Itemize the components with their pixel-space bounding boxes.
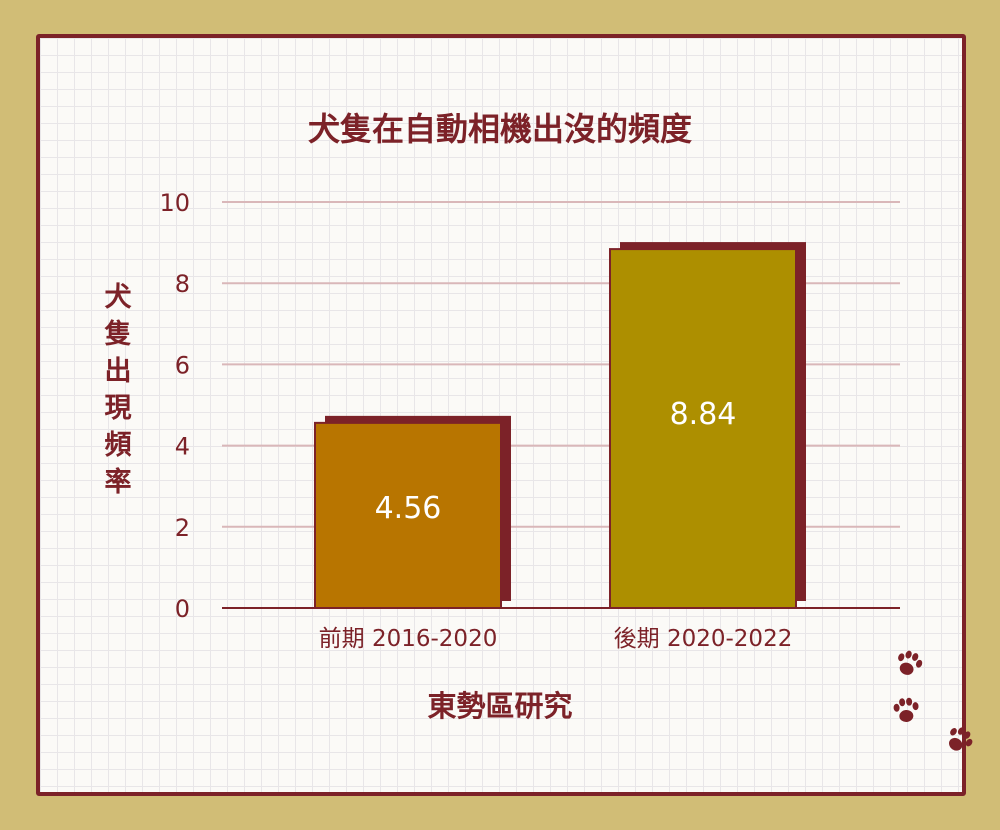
paw-decorations [893,650,973,751]
paw-toe [898,653,905,662]
paw-toe [963,731,971,739]
bars: 4.56 8.84 [314,242,806,610]
paw-pad [899,662,914,675]
paw-print-icon [949,727,973,751]
y-tick-label: 2 [175,514,190,542]
paw-pad [899,709,914,722]
x-axis-label: 東勢區研究 [427,689,572,723]
chart-title: 犬隻在自動相機出沒的頻度 [308,110,692,148]
paw-toe [915,659,923,668]
paw-pad [949,737,963,751]
bar [314,421,502,610]
bar-value-label: 8.84 [670,397,737,432]
bar [609,248,797,609]
y-axis-label-char: 率 [105,466,132,498]
y-axis-label-char: 出 [105,356,132,387]
chart-card [36,34,966,796]
y-tick-label: 4 [175,433,190,461]
paw-toe [950,728,957,736]
bar-value-label: 4.56 [375,491,442,526]
x-axis-ticks: 前期 2016-2020 後期 2020-2022 [319,626,793,652]
paw-toe [965,738,973,747]
x-tick-label: 前期 2016-2020 [319,626,498,652]
y-tick-label: 10 [159,189,190,217]
paw-toe [912,653,919,661]
paw-print-icon [893,697,919,722]
y-axis-label-char: 隻 [104,318,132,350]
y-tick-label: 8 [175,270,190,298]
x-tick-label: 後期 2020-2022 [614,626,793,652]
paw-toe [905,650,912,659]
paw-toe [899,698,906,707]
paw-toe [957,727,965,735]
y-axis-label-char: 頻 [105,430,132,461]
y-tick-label: 0 [175,595,190,623]
y-axis-label: 犬隻出現頻率 [104,282,132,498]
paw-toe [893,703,900,712]
paw-toe [906,697,913,706]
paw-toe [912,702,919,711]
y-axis-ticks: 0 2 4 6 8 10 [159,189,190,623]
y-axis-label-char: 犬 [105,282,132,313]
y-axis-label-char: 現 [105,393,132,424]
paw-print-icon [898,650,923,675]
y-tick-label: 6 [175,351,190,379]
